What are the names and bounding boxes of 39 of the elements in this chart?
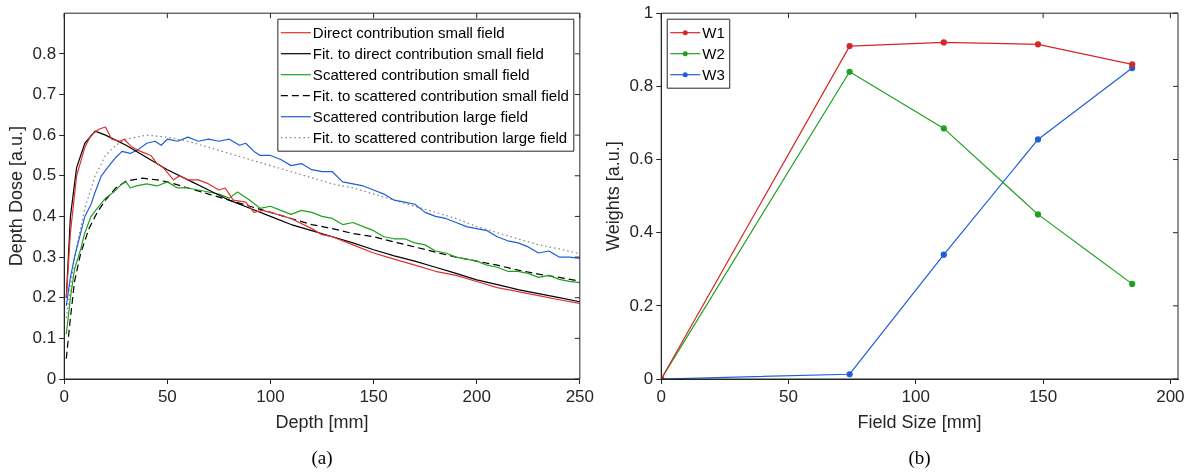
x-tick-label: 200 (462, 386, 491, 406)
text: (a) (311, 447, 333, 469)
legend-label: Scattered contribution large field (312, 107, 529, 125)
y-tick-label: 1 (643, 2, 654, 22)
x-tick-label: 50 (779, 386, 798, 406)
x-axis-title: Field Size [mm] (857, 412, 982, 433)
y-tick-label: 0.5 (32, 165, 57, 185)
y-axis-title: Weights [a.u.] (602, 141, 623, 251)
legend-label: Scattered contribution small field (312, 65, 530, 83)
y-tick-label: 0.4 (629, 222, 654, 242)
y-tick-label: 0.2 (32, 287, 57, 307)
legend-label: Fit. to direct contribution small field (312, 44, 544, 62)
y-tick-label: 0.3 (32, 246, 57, 266)
legend-label: W2 (702, 44, 725, 62)
y-tick-label: 0 (643, 368, 654, 388)
x-tick-label: 200 (1156, 386, 1185, 406)
y-tick-label: 0.2 (629, 295, 654, 315)
legend-label: Fit. to scattered contribution large field (312, 128, 568, 146)
y-axis-title: Depth Dose [a.u.] (5, 126, 26, 267)
legend-label: Fit. to scattered contribution small field (312, 86, 569, 104)
legend-label: Direct contribution small field (312, 23, 505, 41)
y-tick-label: 0.8 (32, 43, 57, 63)
y-tick-label: 0.6 (32, 124, 57, 144)
x-axis-title: Depth [mm] (275, 412, 369, 433)
legend-label: W1 (702, 23, 725, 41)
x-tick-label: 250 (565, 386, 595, 406)
text: (b) (908, 447, 931, 469)
y-tick-label: 0.6 (629, 149, 654, 169)
x-tick-label: 150 (1028, 386, 1058, 406)
x-tick-label: 100 (256, 386, 285, 406)
y-tick-label: 0.4 (32, 206, 57, 226)
legend-label: W3 (702, 65, 725, 83)
x-tick-label: 50 (157, 386, 177, 406)
y-tick-label: 0 (46, 368, 57, 388)
y-tick-label: 0.8 (629, 76, 654, 96)
x-tick-label: 100 (901, 386, 930, 406)
x-tick-label: 150 (359, 386, 388, 406)
y-tick-label: 0.7 (32, 84, 57, 104)
y-tick-label: 0.1 (32, 328, 57, 348)
